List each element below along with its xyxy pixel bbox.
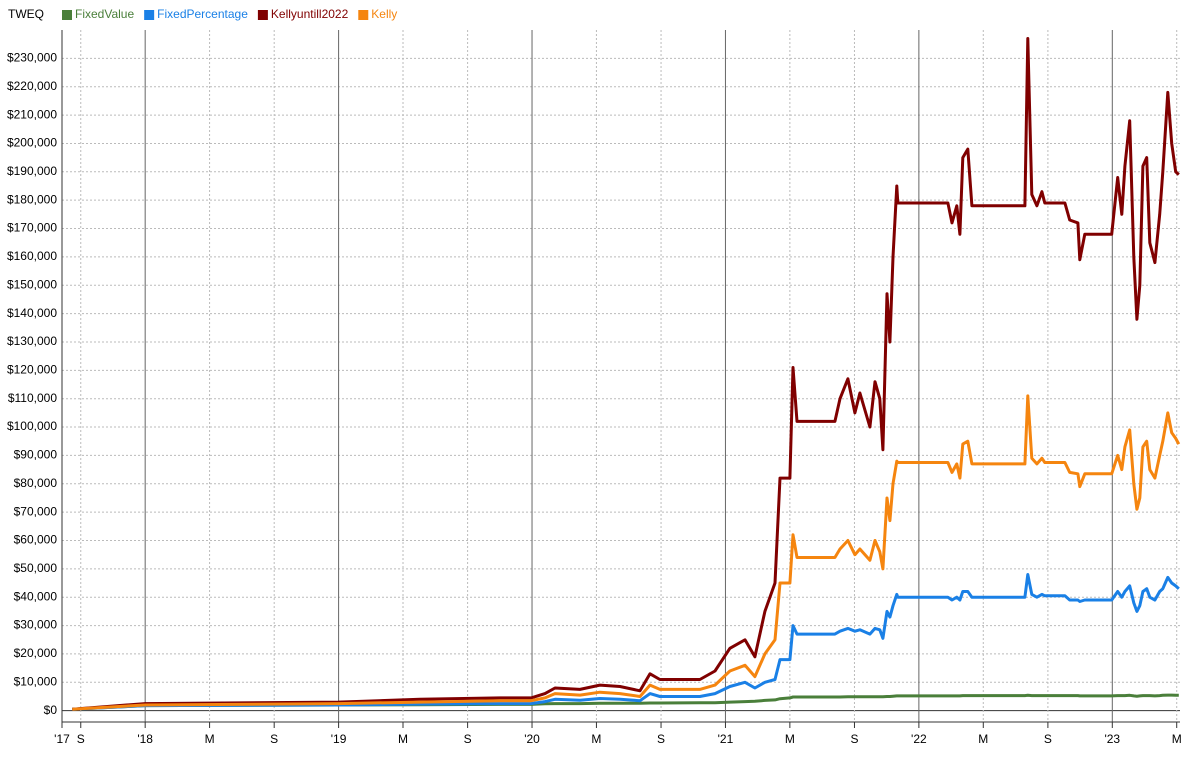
- y-tick-label: $80,000: [14, 476, 58, 490]
- series-line: [72, 573, 1180, 711]
- x-tick-label: M: [785, 732, 795, 746]
- y-tick-label: $210,000: [7, 107, 57, 121]
- x-tick-label: S: [1044, 732, 1052, 746]
- legend-swatch: [257, 10, 268, 20]
- series-line: [72, 37, 1180, 711]
- x-tick-label: '22: [911, 732, 927, 746]
- legend-label: FixedPercentage: [157, 7, 248, 21]
- y-tick-label: $60,000: [14, 533, 58, 547]
- x-tick-label: S: [77, 732, 85, 746]
- x-tick-label: '17: [54, 732, 70, 746]
- x-tick-label: M: [205, 732, 215, 746]
- y-tick-label: $160,000: [7, 249, 57, 263]
- y-tick-label: $170,000: [7, 221, 57, 235]
- y-tick-label: $110,000: [8, 391, 57, 405]
- y-tick-label: $40,000: [14, 589, 58, 603]
- x-tick-label: S: [270, 732, 278, 746]
- y-tick-label: $90,000: [14, 448, 58, 462]
- legend-swatch: [358, 10, 369, 20]
- y-tick-label: $200,000: [7, 136, 57, 150]
- y-tick-label: $220,000: [7, 79, 57, 93]
- legend-label: Kellyuntill2022: [271, 7, 349, 21]
- x-tick-label: '23: [1104, 732, 1120, 746]
- chart-title: TWEQ: [8, 7, 44, 21]
- x-tick-label: M: [978, 732, 988, 746]
- series-line: [72, 693, 1179, 711]
- x-tick-label: '18: [137, 732, 153, 746]
- legend-label: Kelly: [371, 7, 397, 21]
- x-tick-label: M: [591, 732, 601, 746]
- y-tick-label: $20,000: [14, 646, 58, 660]
- lines: [72, 37, 1181, 711]
- x-tick-label: S: [850, 732, 858, 746]
- y-tick-label: $10,000: [14, 674, 58, 688]
- y-tick-label: $180,000: [7, 192, 57, 206]
- y-tick-label: $100,000: [7, 419, 57, 433]
- y-tick-label: $70,000: [14, 504, 58, 518]
- series-line: [72, 394, 1181, 711]
- x-tick-label: M: [1172, 732, 1182, 746]
- y-tick-label: $30,000: [14, 618, 58, 632]
- y-tick-label: $190,000: [7, 164, 57, 178]
- y-tick-label: $230,000: [7, 51, 57, 65]
- grid: [62, 30, 1180, 722]
- y-tick-label: $140,000: [7, 306, 57, 320]
- x-tick-label: M: [398, 732, 408, 746]
- y-tick-label: $50,000: [14, 561, 58, 575]
- y-tick-label: $150,000: [7, 277, 57, 291]
- x-tick-label: S: [657, 732, 665, 746]
- y-tick-label: $130,000: [7, 334, 57, 348]
- x-tick-label: '19: [331, 732, 347, 746]
- legend-swatch: [144, 10, 155, 20]
- y-tick-label: $0: [44, 703, 58, 717]
- x-tick-label: S: [464, 732, 472, 746]
- legend-label: FixedValue: [75, 7, 134, 21]
- x-tick-label: '20: [524, 732, 540, 746]
- y-tick-label: $120,000: [7, 362, 57, 376]
- legend-swatch: [62, 10, 72, 20]
- x-tick-label: '21: [718, 732, 734, 746]
